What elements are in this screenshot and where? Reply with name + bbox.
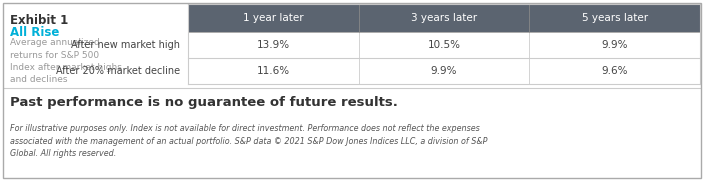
Text: 9.9%: 9.9% [431,66,458,76]
Text: After 20% market decline: After 20% market decline [56,66,180,76]
Text: 5 years later: 5 years later [582,13,648,23]
Text: Past performance is no guarantee of future results.: Past performance is no guarantee of futu… [10,96,398,109]
Text: 1 year later: 1 year later [243,13,303,23]
Text: 10.5%: 10.5% [427,40,460,50]
Text: All Rise: All Rise [10,26,59,39]
Text: Exhibit 1: Exhibit 1 [10,14,68,27]
Bar [188,4,700,32]
Text: 13.9%: 13.9% [257,40,290,50]
Text: Average annualized
returns for S&P 500
Index after market highs
and declines: Average annualized returns for S&P 500 I… [10,38,122,85]
Text: For illustrative purposes only. Index is not available for direct investment. Pe: For illustrative purposes only. Index is… [10,124,487,158]
Text: 3 years later: 3 years later [411,13,477,23]
Text: 9.9%: 9.9% [601,40,628,50]
Bar [188,58,700,84]
Text: 11.6%: 11.6% [257,66,290,76]
Text: 9.6%: 9.6% [601,66,628,76]
Bar [188,32,700,58]
Text: After new market high: After new market high [71,40,180,50]
